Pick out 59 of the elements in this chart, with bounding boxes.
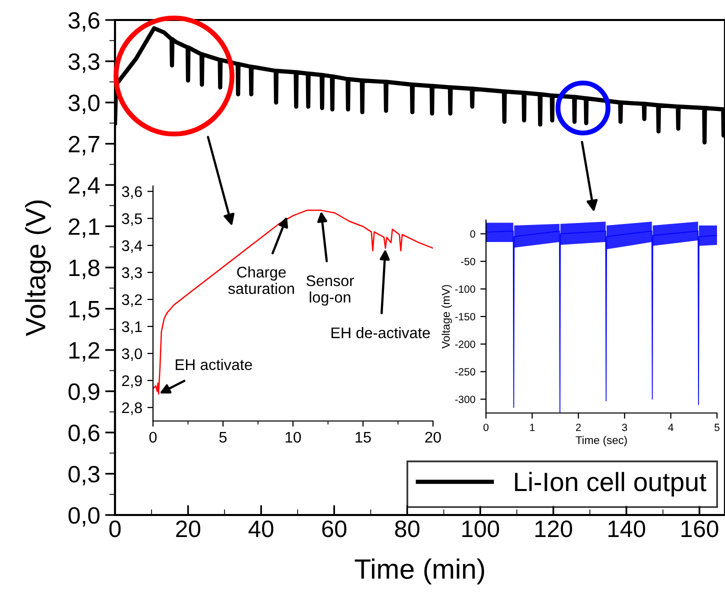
x-tick-label: 5 [219, 432, 227, 443]
x-tick-label: 20 [425, 432, 441, 443]
y-tick-label: 2,8 [122, 402, 142, 415]
y-tick-label: 3,4 [122, 240, 142, 253]
y-tick-label: 0,9 [68, 383, 100, 403]
x-tick-label: 3 [622, 424, 628, 432]
y-tick-label: 0,6 [68, 424, 100, 444]
x-tick-label: 2 [576, 424, 581, 431]
x-tick-label: 15 [356, 432, 371, 443]
y-axis-title: Voltage (V) [25, 200, 51, 336]
x-axis-title: Time (min) [354, 558, 484, 584]
x-tick-label: 40 [248, 520, 274, 538]
x-tick-label: 4 [668, 424, 674, 431]
y-tick-label: 1,2 [69, 342, 100, 362]
x-tick-label: 140 [608, 520, 646, 538]
y-tick-label: 3,6 [122, 186, 142, 199]
x-tick-label: 0 [149, 432, 157, 443]
y-tick-label: 1,8 [69, 260, 100, 280]
y-tick-label: -200 [455, 340, 476, 348]
y-tick-label: 2,1 [68, 218, 100, 238]
y-tick-label: 3,2 [122, 294, 142, 307]
y-tick-label: 0 [470, 230, 476, 238]
y-tick-label: 2,9 [122, 375, 142, 388]
x-tick-label: 10 [286, 432, 301, 443]
x-tick-label: 0 [484, 424, 488, 432]
x-tick-label: 100 [462, 520, 500, 538]
y-tick-label: 0,3 [68, 466, 100, 486]
y-tick-label: 2,7 [68, 136, 100, 156]
line-series [153, 210, 433, 395]
x-tick-label: 80 [395, 520, 420, 538]
x-tick-label: 1 [530, 424, 535, 431]
annotation: EH de-activate [332, 327, 430, 338]
x-tick-label: 160 [682, 520, 718, 538]
annotation: EH activate [176, 358, 252, 370]
annotation: Charge saturation [228, 266, 294, 294]
y-tick-label: 3,3 [122, 267, 142, 280]
y-tick-label: 3,0 [122, 348, 142, 361]
legend-label: Li-Ion cell output [515, 472, 706, 497]
y-tick-label: 3,1 [122, 321, 142, 334]
x-axis-title: Time (sec) [576, 436, 627, 446]
y-tick-label: -250 [455, 368, 476, 376]
y-tick-label: -300 [455, 396, 476, 404]
y-tick-label: 3,3 [68, 53, 100, 73]
y-tick-label: 1,5 [69, 301, 100, 320]
y-tick-label: -100 [455, 285, 476, 293]
y-axis-title: Voltage (mV) [442, 285, 452, 349]
y-tick-label: 2,4 [68, 177, 100, 197]
y-tick-label: 0,0 [68, 507, 100, 527]
y-tick-label: 3,0 [68, 94, 100, 114]
y-tick-label: 3,6 [68, 12, 100, 32]
x-tick-label: 5 [714, 424, 720, 432]
y-tick-label: -50 [460, 258, 476, 266]
y-tick-label: -150 [455, 313, 476, 320]
y-tick-label: 3,5 [122, 213, 142, 226]
annotation: Sensor log-on [306, 275, 354, 306]
x-tick-label: 60 [322, 520, 346, 538]
x-tick-label: 120 [535, 520, 572, 538]
x-tick-label: 0 [109, 520, 121, 538]
x-tick-label: 20 [176, 520, 200, 538]
